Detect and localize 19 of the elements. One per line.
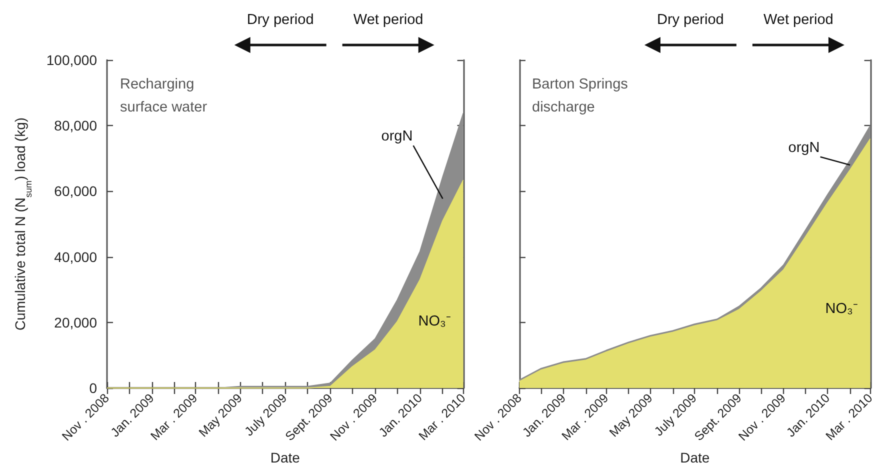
y-axis-title: Cumulative total N (Nsum) load (kg) [12,117,34,331]
x-axis-title: Date [680,449,710,466]
text: Wet period [763,12,834,28]
y-tick-label: 100,000 [46,52,98,68]
series-label: NO₃⁻ [418,314,451,330]
y-tick-label: 20,000 [54,314,98,330]
text: Recharging surface water [120,76,208,116]
y-tick-label: 0 [89,380,98,396]
text: orgN [381,128,413,145]
series-label: NO₃⁻ [825,301,858,318]
x-axis-title: Date [270,449,300,466]
y-tick-label: 40,000 [54,248,98,265]
text: Dry period [656,12,724,28]
y-tick-label: 80,000 [54,118,98,134]
text: Dry period [246,12,314,28]
text: Barton Springs discharge [532,76,632,116]
y-tick-label: 60,000 [54,183,98,200]
text: Wet period [353,12,424,28]
series-label: orgN [788,140,820,156]
